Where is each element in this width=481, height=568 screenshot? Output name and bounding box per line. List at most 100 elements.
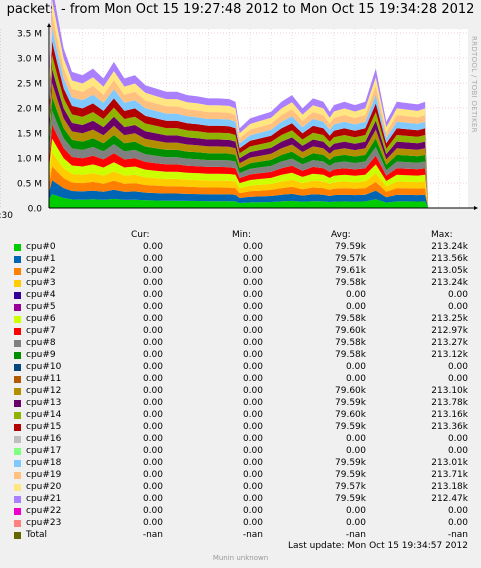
legend-max: 0.00 xyxy=(447,446,468,456)
y-tick-label: 0.5 M xyxy=(17,180,42,190)
legend-avg: 79.59k xyxy=(335,422,366,432)
legend-min: 0.00 xyxy=(242,386,263,396)
legend-swatch xyxy=(14,388,21,395)
legend-min: 0.00 xyxy=(242,518,263,528)
legend-row: cpu#10 0.00 0.00 0.00 0.00 xyxy=(0,361,481,373)
legend-max: 213.16k xyxy=(431,410,468,420)
legend-swatch xyxy=(14,280,21,287)
legend-min: 0.00 xyxy=(242,302,263,312)
legend-name: cpu#12 xyxy=(26,386,62,396)
legend-row: cpu#9 0.00 0.00 79.58k 213.12k xyxy=(0,349,481,361)
legend-min: 0.00 xyxy=(242,314,263,324)
legend-swatch xyxy=(14,424,21,431)
legend-max: 213.78k xyxy=(431,398,468,408)
legend-row: cpu#2 0.00 0.00 79.61k 213.05k xyxy=(0,265,481,277)
legend-cur: 0.00 xyxy=(142,302,163,312)
legend-max: 213.24k xyxy=(431,278,468,288)
legend-max: 0.00 xyxy=(447,518,468,528)
legend-swatch xyxy=(14,268,21,275)
legend-min: 0.00 xyxy=(242,494,263,504)
legend-min: 0.00 xyxy=(242,254,263,264)
legend-swatch xyxy=(14,292,21,299)
legend-name: cpu#22 xyxy=(26,506,62,516)
legend-row: cpu#1 0.00 0.00 79.57k 213.56k xyxy=(0,253,481,265)
legend-min: 0.00 xyxy=(242,470,263,480)
legend-name: cpu#10 xyxy=(26,362,62,372)
legend-min: 0.00 xyxy=(242,290,263,300)
header-min: Min: xyxy=(232,230,252,240)
legend-min: 0.00 xyxy=(242,266,263,276)
legend-row: cpu#18 0.00 0.00 79.59k 213.01k xyxy=(0,457,481,469)
legend-max: 0.00 xyxy=(447,374,468,384)
legend-avg: 79.60k xyxy=(335,410,366,420)
legend-swatch xyxy=(14,244,21,251)
legend-header: Cur: Min: Avg: Max: xyxy=(0,229,481,241)
legend-min: 0.00 xyxy=(242,278,263,288)
area-cpu6 xyxy=(49,138,468,208)
header-cur: Cur: xyxy=(131,230,150,240)
legend-row: cpu#6 0.00 0.00 79.58k 213.25k xyxy=(0,313,481,325)
legend-cur: 0.00 xyxy=(142,290,163,300)
legend-name: cpu#4 xyxy=(26,290,56,300)
legend-row: cpu#7 0.00 0.00 79.60k 212.97k xyxy=(0,325,481,337)
legend-swatch xyxy=(14,376,21,383)
legend-avg: 0.00 xyxy=(345,506,366,516)
legend-max: 212.97k xyxy=(431,326,468,336)
legend-cur: 0.00 xyxy=(142,506,163,516)
legend-min: 0.00 xyxy=(242,374,263,384)
chart-title: packets - from Mon Oct 15 19:27:48 2012 … xyxy=(6,2,475,17)
legend-name: cpu#2 xyxy=(26,266,56,276)
legend-row: cpu#19 0.00 0.00 79.59k 213.71k xyxy=(0,469,481,481)
legend-swatch xyxy=(14,352,21,359)
area-cpu1 xyxy=(49,180,468,208)
legend-cur: 0.00 xyxy=(142,314,163,324)
legend-max: 213.05k xyxy=(431,266,468,276)
legend-name: cpu#18 xyxy=(26,458,62,468)
legend-name: cpu#16 xyxy=(26,434,62,444)
legend-max: 213.12k xyxy=(431,350,468,360)
legend-name: cpu#13 xyxy=(26,398,62,408)
legend-swatch xyxy=(14,304,21,311)
area-cpu7 xyxy=(49,124,468,208)
legend-cur: 0.00 xyxy=(142,422,163,432)
legend-max: -nan xyxy=(447,530,468,540)
legend-swatch xyxy=(14,364,21,371)
legend-avg: 79.60k xyxy=(335,326,366,336)
legend-avg: 79.58k xyxy=(335,350,366,360)
legend-cur: 0.00 xyxy=(142,326,163,336)
legend-avg: 79.60k xyxy=(335,386,366,396)
legend-row: cpu#12 0.00 0.00 79.60k 213.10k xyxy=(0,385,481,397)
legend-max: 0.00 xyxy=(447,302,468,312)
legend-min: 0.00 xyxy=(242,506,263,516)
area-cpu0 xyxy=(49,194,468,208)
legend-avg: 79.59k xyxy=(335,494,366,504)
legend-name: cpu#21 xyxy=(26,494,62,504)
legend-cur: 0.00 xyxy=(142,494,163,504)
legend-min: 0.00 xyxy=(242,410,263,420)
legend-cur: 0.00 xyxy=(142,518,163,528)
legend-cur: 0.00 xyxy=(142,242,163,252)
x-tick-label: 19:30 xyxy=(0,211,13,221)
legend-name: cpu#3 xyxy=(26,278,56,288)
legend-max: 0.00 xyxy=(447,362,468,372)
area-cpu2 xyxy=(49,166,468,208)
legend-max: 0.00 xyxy=(447,434,468,444)
legend-name: cpu#15 xyxy=(26,422,62,432)
legend-cur: -nan xyxy=(142,530,163,540)
legend-cur: 0.00 xyxy=(142,350,163,360)
legend-swatch xyxy=(14,532,21,539)
legend-name: cpu#20 xyxy=(26,482,62,492)
y-tick-label: 1.5 M xyxy=(17,130,42,140)
y-tick-label: 2.0 M xyxy=(17,105,42,115)
legend-swatch xyxy=(14,340,21,347)
legend-max: 213.18k xyxy=(431,482,468,492)
legend-row: cpu#4 0.00 0.00 0.00 0.00 xyxy=(0,289,481,301)
munin-footer: Munin unknown xyxy=(212,554,269,562)
legend-min: 0.00 xyxy=(242,398,263,408)
legend-row: cpu#3 0.00 0.00 79.58k 213.24k xyxy=(0,277,481,289)
legend-avg: 79.57k xyxy=(335,254,366,264)
legend-swatch xyxy=(14,316,21,323)
legend-cur: 0.00 xyxy=(142,386,163,396)
legend-swatch xyxy=(14,400,21,407)
legend-min: 0.00 xyxy=(242,338,263,348)
